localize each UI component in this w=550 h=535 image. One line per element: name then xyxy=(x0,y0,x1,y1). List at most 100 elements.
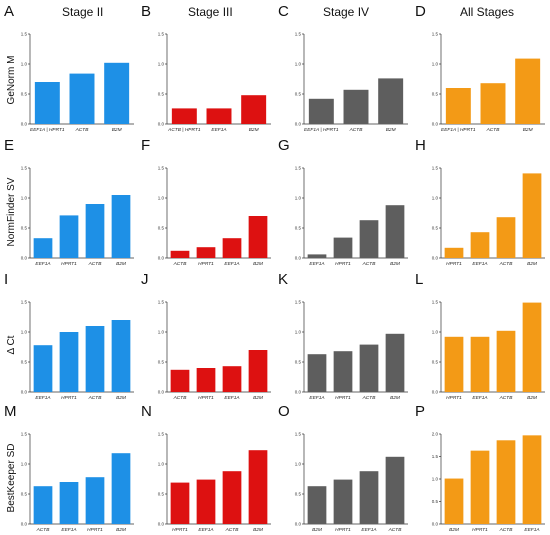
y-tick-label-C-2: 1.0 xyxy=(295,62,302,67)
category-label-H-3: B2M xyxy=(527,261,537,267)
category-label-E-1: HPRT1 xyxy=(61,261,77,267)
category-label-G-2: ACTB xyxy=(362,261,377,267)
panel-H: H 0.0 0.5 1.0 1.5 HPRT1 EEF1A ACTB B2M xyxy=(415,137,545,267)
panel-letter-D: D xyxy=(415,3,426,20)
category-label-A-2: B2M xyxy=(112,127,122,133)
bar-K-0 xyxy=(307,354,327,392)
panel-letter-O: O xyxy=(278,403,290,420)
stage-title-0: Stage II xyxy=(62,5,103,19)
bar-C-1 xyxy=(343,89,369,124)
y-tick-label-H-0: 0.0 xyxy=(432,256,439,261)
y-tick-label-B-3: 1.5 xyxy=(158,32,165,37)
panel-F: F 0.0 0.5 1.0 1.5 ACTB HPRT1 EEF1A B2M xyxy=(141,137,271,267)
stage-title-1: Stage III xyxy=(188,5,233,19)
bar-M-3 xyxy=(111,453,131,524)
category-label-L-2: ACTB xyxy=(499,395,514,401)
bar-M-2 xyxy=(85,477,105,524)
panel-J: J 0.0 0.5 1.0 1.5 ACTB HPRT1 EEF1A B2M xyxy=(141,271,271,401)
y-tick-label-F-0: 0.0 xyxy=(158,256,165,261)
bar-J-2 xyxy=(222,366,242,392)
bar-C-2 xyxy=(378,78,404,124)
category-label-F-3: B2M xyxy=(253,261,263,267)
category-label-E-0: EEF1A xyxy=(35,261,50,267)
category-label-B-2: B2M xyxy=(249,127,259,133)
bar-M-0 xyxy=(33,486,53,524)
y-tick-label-P-4: 2.0 xyxy=(432,432,439,437)
y-tick-label-I-2: 1.0 xyxy=(21,330,28,335)
y-tick-label-M-1: 0.5 xyxy=(21,492,28,497)
category-label-J-1: HPRT1 xyxy=(198,395,214,401)
bar-A-2 xyxy=(104,62,130,124)
y-tick-label-N-3: 1.5 xyxy=(158,432,165,437)
panel-letter-G: G xyxy=(278,137,290,154)
y-tick-label-J-2: 1.0 xyxy=(158,330,165,335)
bar-G-3 xyxy=(385,205,405,258)
category-label-E-2: ACTB xyxy=(88,261,103,267)
bar-O-3 xyxy=(385,456,405,524)
bar-K-3 xyxy=(385,333,405,392)
y-tick-label-F-3: 1.5 xyxy=(158,166,165,171)
panel-I: I 0.0 0.5 1.0 1.5 EEF1A HPRT1 ACTB B2M xyxy=(4,271,134,401)
category-label-B-0: ACTB | HPRT1 xyxy=(167,127,201,133)
category-label-E-3: B2M xyxy=(116,261,126,267)
y-tick-label-P-1: 0.5 xyxy=(432,499,439,504)
bar-B-1 xyxy=(206,108,232,124)
y-tick-label-E-2: 1.0 xyxy=(21,196,28,201)
y-tick-label-A-3: 1.5 xyxy=(21,32,28,37)
category-label-N-1: EEF1A xyxy=(198,527,213,533)
bar-J-0 xyxy=(170,369,190,392)
category-label-M-2: HPRT1 xyxy=(87,527,103,533)
category-label-O-2: EEF1A xyxy=(361,527,376,533)
y-tick-label-J-3: 1.5 xyxy=(158,300,165,305)
category-label-F-0: ACTB xyxy=(173,261,188,267)
y-tick-label-C-0: 0.0 xyxy=(295,122,302,127)
y-tick-label-D-3: 1.5 xyxy=(432,32,439,37)
y-tick-label-C-1: 0.5 xyxy=(295,92,302,97)
bar-M-1 xyxy=(59,482,79,524)
bar-J-1 xyxy=(196,368,216,392)
y-tick-label-H-2: 1.0 xyxy=(432,196,439,201)
bar-E-0 xyxy=(33,238,53,258)
bar-P-2 xyxy=(496,440,516,524)
bar-H-3 xyxy=(522,173,542,258)
category-label-F-1: HPRT1 xyxy=(198,261,214,267)
category-label-I-3: B2M xyxy=(116,395,126,401)
category-label-G-3: B2M xyxy=(390,261,400,267)
y-tick-label-L-3: 1.5 xyxy=(432,300,439,305)
category-label-O-1: HPRT1 xyxy=(335,527,351,533)
panel-letter-E: E xyxy=(4,137,14,154)
bar-B-0 xyxy=(171,108,197,124)
bar-F-1 xyxy=(196,247,216,258)
category-label-I-0: EEF1A xyxy=(35,395,50,401)
y-tick-label-G-0: 0.0 xyxy=(295,256,302,261)
category-label-O-3: ACTB xyxy=(388,527,403,533)
category-label-L-0: HPRT1 xyxy=(446,395,462,401)
y-tick-label-L-0: 0.0 xyxy=(432,390,439,395)
stage-title-2: Stage IV xyxy=(323,5,369,19)
y-tick-label-M-0: 0.0 xyxy=(21,522,28,527)
category-label-A-0: EEF1A | HPRT1 xyxy=(30,127,65,133)
panel-G: G 0.0 0.5 1.0 1.5 EEF1A HPRT1 ACTB B2M xyxy=(278,137,408,267)
y-tick-label-H-1: 0.5 xyxy=(432,226,439,231)
y-tick-label-J-1: 0.5 xyxy=(158,360,165,365)
y-tick-label-L-1: 0.5 xyxy=(432,360,439,365)
panel-letter-L: L xyxy=(415,271,423,288)
panel-K: K 0.0 0.5 1.0 1.5 EEF1A HPRT1 ACTB B2M xyxy=(278,271,408,401)
panel-letter-F: F xyxy=(141,137,150,154)
row-label-1: NormFinder SV xyxy=(6,177,17,246)
y-tick-label-P-0: 0.0 xyxy=(432,522,439,527)
y-tick-label-B-0: 0.0 xyxy=(158,122,165,127)
y-tick-label-O-1: 0.5 xyxy=(295,492,302,497)
category-label-D-1: ACTB xyxy=(486,127,501,133)
bar-K-2 xyxy=(359,344,379,392)
category-label-G-0: EEF1A xyxy=(309,261,324,267)
category-label-N-3: B2M xyxy=(253,527,263,533)
bar-H-2 xyxy=(496,217,516,258)
panel-letter-M: M xyxy=(4,403,17,420)
y-tick-label-K-0: 0.0 xyxy=(295,390,302,395)
bar-E-3 xyxy=(111,195,131,258)
y-tick-label-D-0: 0.0 xyxy=(432,122,439,127)
panel-A: A 0.0 0.5 1.0 1.5 EEF1A | HPRT1 ACTB B2M xyxy=(4,3,134,133)
bar-K-1 xyxy=(333,351,353,392)
bar-I-3 xyxy=(111,320,131,392)
